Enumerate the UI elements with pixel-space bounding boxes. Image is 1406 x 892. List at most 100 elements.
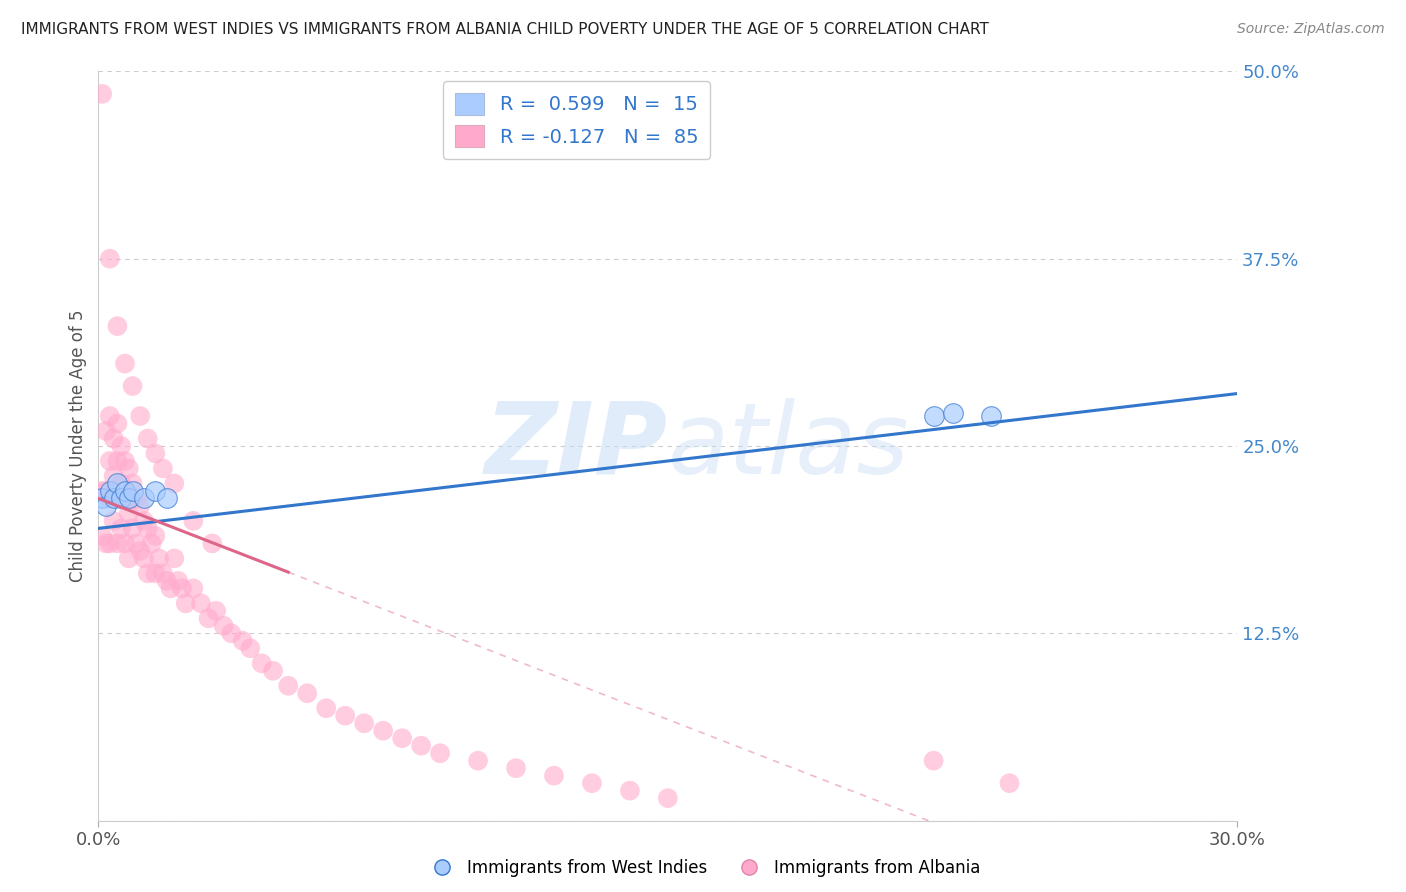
Point: [657, 791, 679, 805]
Point: [163, 476, 186, 491]
Point: [110, 521, 132, 535]
Point: [922, 754, 945, 768]
Point: [114, 357, 136, 371]
Point: [125, 536, 148, 550]
Point: [136, 432, 159, 446]
Point: [922, 409, 945, 423]
Point: [212, 619, 235, 633]
Point: [335, 708, 357, 723]
Point: [103, 514, 125, 528]
Point: [239, 641, 262, 656]
Point: [98, 252, 121, 266]
Point: [201, 536, 224, 550]
Y-axis label: Child Poverty Under the Age of 5: Child Poverty Under the Age of 5: [69, 310, 87, 582]
Point: [145, 446, 167, 460]
Point: [107, 491, 129, 506]
Point: [91, 87, 114, 101]
Point: [391, 731, 413, 746]
Point: [107, 476, 129, 491]
Point: [94, 536, 117, 550]
Point: [250, 657, 273, 671]
Point: [429, 746, 451, 760]
Point: [411, 739, 433, 753]
Point: [353, 716, 375, 731]
Point: [98, 491, 121, 506]
Point: [167, 574, 190, 588]
Legend: Immigrants from West Indies, Immigrants from Albania: Immigrants from West Indies, Immigrants …: [419, 853, 987, 884]
Point: [114, 491, 136, 506]
Point: [129, 499, 152, 513]
Point: [94, 424, 117, 438]
Point: [148, 551, 170, 566]
Point: [942, 406, 965, 420]
Point: [183, 582, 205, 596]
Point: [221, 626, 243, 640]
Point: [152, 566, 174, 581]
Text: ZIP: ZIP: [485, 398, 668, 494]
Point: [118, 551, 141, 566]
Point: [118, 507, 141, 521]
Point: [94, 499, 117, 513]
Point: [998, 776, 1021, 790]
Point: [94, 483, 117, 498]
Point: [505, 761, 527, 775]
Point: [132, 514, 155, 528]
Point: [190, 596, 212, 610]
Text: Source: ZipAtlas.com: Source: ZipAtlas.com: [1237, 22, 1385, 37]
Point: [121, 476, 143, 491]
Point: [107, 536, 129, 550]
Legend: R =  0.599   N =  15, R = -0.127   N =  85: R = 0.599 N = 15, R = -0.127 N = 85: [443, 81, 710, 159]
Point: [205, 604, 228, 618]
Point: [132, 551, 155, 566]
Point: [543, 769, 565, 783]
Point: [136, 566, 159, 581]
Point: [114, 454, 136, 468]
Point: [145, 529, 167, 543]
Point: [159, 582, 181, 596]
Point: [152, 461, 174, 475]
Point: [277, 679, 299, 693]
Point: [197, 611, 219, 625]
Point: [315, 701, 337, 715]
Point: [163, 551, 186, 566]
Point: [98, 483, 121, 498]
Point: [114, 536, 136, 550]
Point: [91, 529, 114, 543]
Point: [145, 483, 167, 498]
Point: [121, 521, 143, 535]
Point: [136, 521, 159, 535]
Point: [619, 783, 641, 797]
Point: [141, 536, 163, 550]
Point: [110, 491, 132, 506]
Point: [371, 723, 394, 738]
Point: [110, 439, 132, 453]
Point: [132, 491, 155, 506]
Text: IMMIGRANTS FROM WEST INDIES VS IMMIGRANTS FROM ALBANIA CHILD POVERTY UNDER THE A: IMMIGRANTS FROM WEST INDIES VS IMMIGRANT…: [21, 22, 988, 37]
Point: [114, 483, 136, 498]
Point: [103, 469, 125, 483]
Point: [129, 544, 152, 558]
Point: [98, 536, 121, 550]
Point: [183, 514, 205, 528]
Point: [297, 686, 319, 700]
Point: [98, 409, 121, 423]
Point: [118, 491, 141, 506]
Point: [118, 461, 141, 475]
Point: [262, 664, 284, 678]
Point: [125, 491, 148, 506]
Point: [110, 476, 132, 491]
Point: [121, 483, 143, 498]
Point: [145, 566, 167, 581]
Point: [467, 754, 489, 768]
Point: [232, 633, 254, 648]
Point: [107, 454, 129, 468]
Point: [103, 432, 125, 446]
Point: [103, 491, 125, 506]
Point: [170, 582, 193, 596]
Text: atlas: atlas: [668, 398, 910, 494]
Point: [129, 409, 152, 423]
Point: [107, 417, 129, 431]
Point: [98, 454, 121, 468]
Point: [979, 409, 1001, 423]
Point: [581, 776, 603, 790]
